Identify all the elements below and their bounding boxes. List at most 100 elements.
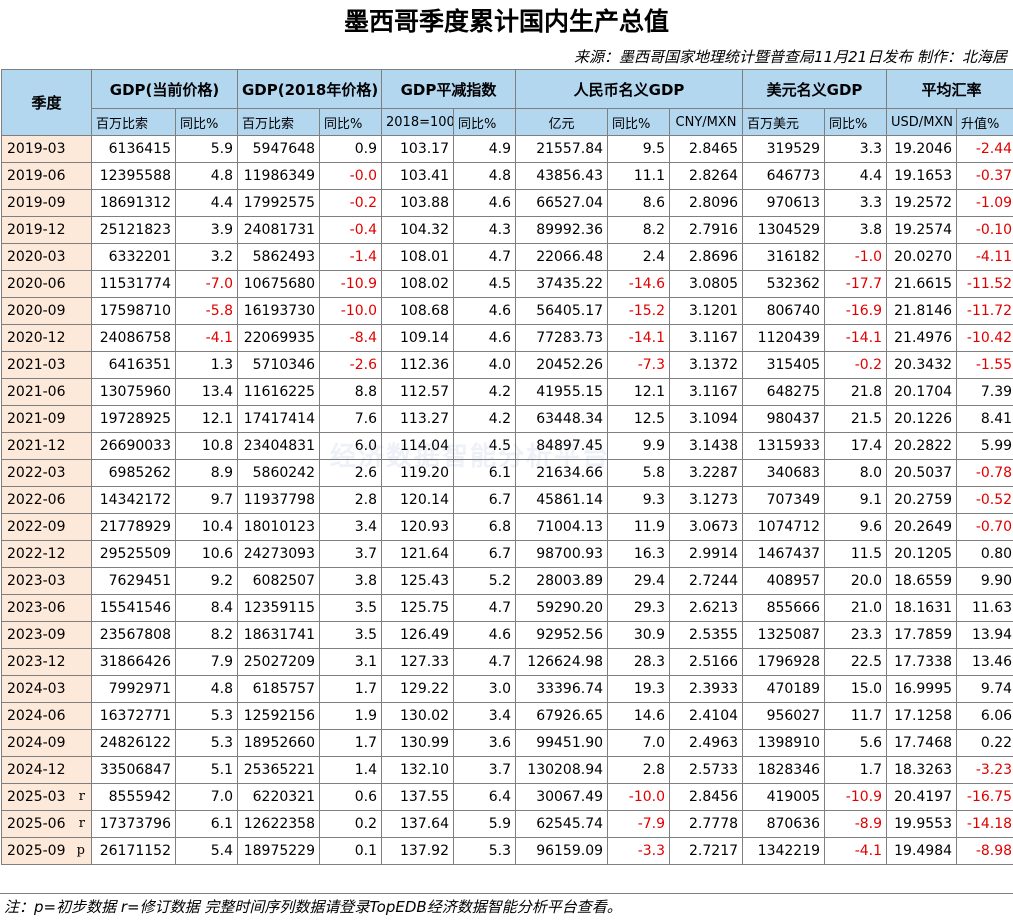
value-cell: 24826122	[91, 729, 176, 757]
value-cell: 103.17	[381, 135, 454, 163]
value-cell: 2.8	[319, 486, 382, 514]
value-cell: 4.4	[175, 189, 238, 217]
value-cell: 4.8	[452, 162, 517, 190]
value-cell: 16.9995	[886, 675, 958, 703]
value-cell: 0.2	[319, 810, 382, 838]
value-cell: 1.7	[319, 729, 382, 757]
value-cell: 6332201	[91, 243, 176, 271]
value-cell: 20.4197	[886, 783, 958, 811]
value-cell: -0.0	[319, 162, 382, 190]
value-cell: -2.6	[319, 351, 382, 379]
value-cell: 3.1201	[669, 297, 744, 325]
quarter-label: 2025-03	[7, 789, 66, 805]
value-cell: -1.0	[824, 243, 888, 271]
value-cell: 108.02	[381, 270, 454, 298]
quarter-label: 2025-06	[7, 816, 66, 832]
quarter-cell: 2019-09	[1, 189, 92, 217]
value-cell: 8555942	[91, 783, 176, 811]
value-cell: -11.52	[956, 270, 1013, 298]
value-cell: 25121823	[91, 216, 176, 244]
quarter-label: 2020-09	[7, 303, 66, 319]
value-cell: 1342219	[742, 837, 826, 865]
value-cell: 2.4104	[669, 702, 744, 730]
value-cell: 12359115	[237, 594, 320, 622]
header-avg-rate: 平均汇率	[886, 69, 1013, 109]
table-row: 2024-09 24826122 5.3 18952660 1.7 130.99 3.6 99…	[1, 729, 1013, 757]
table-body: 2019-03 6136415 5.9 5947648 0.9 103.17 4.9 2155…	[1, 135, 1013, 865]
value-cell: -14.1	[607, 324, 671, 352]
quarter-label: 2024-09	[7, 735, 66, 751]
value-cell: 19.3	[607, 675, 671, 703]
value-cell: 6985262	[91, 459, 176, 487]
source-note: 来源：墨西哥国家地理统计暨普查局11月21日发布 制作：北海居	[574, 48, 1007, 66]
unit-header: 百万美元	[742, 108, 826, 136]
value-cell: 4.6	[452, 621, 517, 649]
quarter-cell: 2023-03	[1, 567, 92, 595]
value-cell: 120.93	[381, 513, 454, 541]
value-cell: 11.1	[607, 162, 671, 190]
value-cell: 4.5	[452, 432, 517, 460]
table-row: 2025-06 r 17373796 6.1 12622358 0.2 137.64 5.9 6…	[1, 810, 1013, 838]
value-cell: 26690033	[91, 432, 176, 460]
value-cell: 17598710	[91, 297, 176, 325]
quarter-label: 2021-12	[7, 438, 66, 454]
quarter-label: 2022-03	[7, 465, 66, 481]
value-cell: 5.3	[452, 837, 517, 865]
value-cell: 855666	[742, 594, 826, 622]
value-cell: 19.2572	[886, 189, 958, 217]
value-cell: 130208.94	[515, 756, 609, 784]
value-cell: 7.9	[175, 648, 238, 676]
value-cell: 20452.26	[515, 351, 609, 379]
value-cell: 9.90	[956, 567, 1013, 595]
value-cell: 3.1273	[669, 486, 744, 514]
value-cell: 8.9	[175, 459, 238, 487]
value-cell: 4.9	[452, 135, 517, 163]
value-cell: 9.7	[175, 486, 238, 514]
value-cell: 3.7	[452, 756, 517, 784]
value-cell: 2.7916	[669, 216, 744, 244]
value-cell: 19.9553	[886, 810, 958, 838]
value-cell: 18.1631	[886, 594, 958, 622]
unit-header: 2018=100	[381, 108, 454, 136]
value-cell: 17.7468	[886, 729, 958, 757]
value-cell: -0.2	[319, 189, 382, 217]
value-cell: 0.1	[319, 837, 382, 865]
value-cell: 11.7	[824, 702, 888, 730]
value-cell: 8.4	[175, 594, 238, 622]
value-cell: 77283.73	[515, 324, 609, 352]
value-cell: 33506847	[91, 756, 176, 784]
quarter-cell: 2022-06	[1, 486, 92, 514]
table-row: 2021-06 13075960 13.4 11616225 8.8 112.57 4.2 4…	[1, 378, 1013, 406]
value-cell: 6.7	[452, 540, 517, 568]
value-cell: 3.1438	[669, 432, 744, 460]
value-cell: 41955.15	[515, 378, 609, 406]
table-row: 2021-03 6416351 1.3 5710346 -2.6 112.36 4.0 204…	[1, 351, 1013, 379]
value-cell: 126.49	[381, 621, 454, 649]
value-cell: 29525509	[91, 540, 176, 568]
quarter-cell: 2023-12	[1, 648, 92, 676]
table-title: 墨西哥季度累计国内生产总值	[343, 7, 669, 36]
value-cell: 2.9914	[669, 540, 744, 568]
header-gdp-cny: 人民币名义GDP	[515, 69, 744, 109]
value-cell: 126624.98	[515, 648, 609, 676]
value-cell: 2.8465	[669, 135, 744, 163]
unit-header: 同比%	[452, 108, 517, 136]
value-cell: 125.75	[381, 594, 454, 622]
value-cell: 6.4	[452, 783, 517, 811]
quarter-cell: 2024-09	[1, 729, 92, 757]
value-cell: 18.3263	[886, 756, 958, 784]
value-cell: 5.9	[175, 135, 238, 163]
value-cell: 21.8146	[886, 297, 958, 325]
value-cell: 130.02	[381, 702, 454, 730]
unit-header: 同比%	[607, 108, 671, 136]
value-cell: 21.0	[824, 594, 888, 622]
gdp-table: 季度 GDP(当前价格) GDP(2018年价格) GDP平减指数 人民币名义G…	[1, 69, 1013, 865]
header-gdp-current: GDP(当前价格)	[91, 69, 238, 109]
value-cell: 9.1	[824, 486, 888, 514]
quarter-cell: 2019-12	[1, 216, 92, 244]
quarter-cell: 2019-06	[1, 162, 92, 190]
value-cell: -16.9	[824, 297, 888, 325]
value-cell: 5710346	[237, 351, 320, 379]
unit-header: 同比%	[319, 108, 382, 136]
value-cell: 1074712	[742, 513, 826, 541]
